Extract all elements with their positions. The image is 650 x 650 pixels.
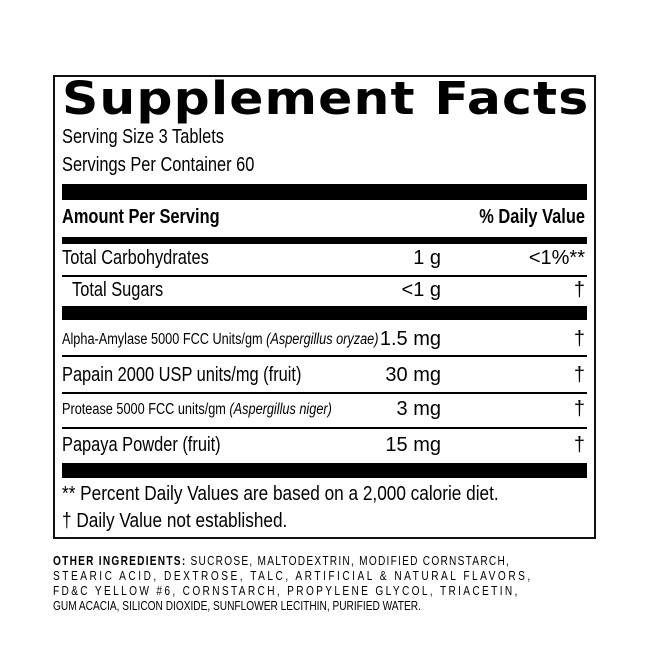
footnote-dv-not-established: † Daily Value not established.: [62, 510, 288, 532]
footnote-percent-dv: ** Percent Daily Values are based on a 2…: [62, 483, 499, 505]
row-amount: 30 mg: [385, 364, 441, 386]
row-amount: <1 g: [401, 279, 441, 301]
row-name: Total Sugars: [72, 279, 164, 301]
amount-per-serving-header: Amount Per Serving: [62, 206, 220, 228]
row-amount: 15 mg: [385, 434, 441, 456]
row-name: Alpha-Amylase 5000 FCC Units/gm (Aspergi…: [62, 331, 379, 348]
divider-thin: [62, 275, 587, 277]
row-dv: <1%**: [528, 247, 585, 269]
row-dv: †: [573, 364, 585, 386]
row-amount: 1.5 mg: [379, 328, 441, 350]
panel-title: Supplement Facts: [62, 72, 590, 125]
divider-thin: [62, 392, 587, 394]
row-dv: †: [573, 328, 585, 350]
supplement-facts-panel: [53, 75, 596, 539]
divider-thick: [62, 184, 587, 200]
row-name: Papain 2000 USP units/mg (fruit): [62, 364, 302, 386]
row-dv: †: [573, 434, 585, 456]
divider-thin: [62, 355, 587, 357]
row-dv: †: [573, 398, 585, 420]
divider-medium: [62, 237, 587, 244]
serving-size: Serving Size 3 Tablets: [62, 126, 224, 148]
row-dv: †: [573, 279, 585, 301]
divider-thin: [62, 427, 587, 429]
row-name: Total Carbohydrates: [62, 247, 209, 269]
other-ingredients: OTHER INGREDIENTS: SUCROSE, MALTODEXTRIN…: [53, 553, 533, 613]
row-name: Protease 5000 FCC units/gm (Aspergillus …: [62, 401, 332, 418]
divider-thick: [62, 463, 587, 478]
row-amount: 1 g: [413, 247, 441, 269]
servings-per-container: Servings Per Container 60: [62, 154, 255, 176]
row-name: Papaya Powder (fruit): [62, 434, 221, 456]
row-amount: 3 mg: [396, 398, 441, 420]
daily-value-header: % Daily Value: [479, 206, 585, 228]
divider-thick: [62, 306, 587, 320]
